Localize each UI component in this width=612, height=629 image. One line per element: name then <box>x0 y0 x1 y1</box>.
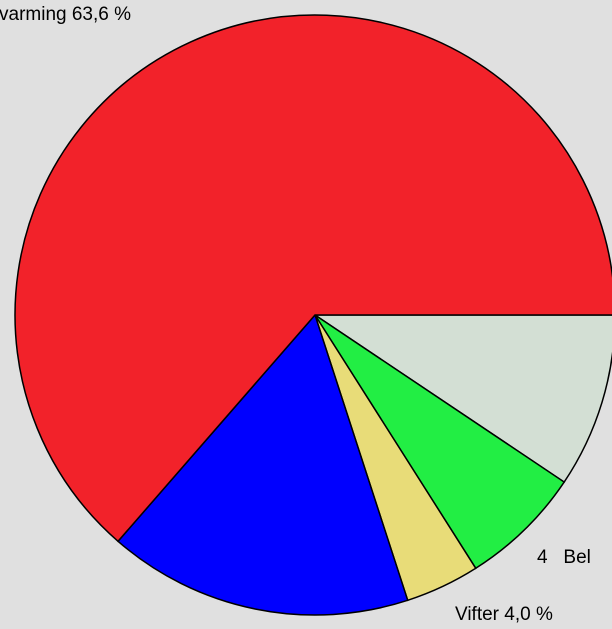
slice-label: Vifter 4,0 % <box>455 604 553 625</box>
pie-slice <box>312 314 612 484</box>
pie-slice <box>14 14 612 543</box>
slice-label: varming 63,6 % <box>0 4 131 25</box>
pie-slice <box>314 314 566 570</box>
pie-slice <box>116 313 409 616</box>
annotation: 4 Bel <box>537 547 591 568</box>
